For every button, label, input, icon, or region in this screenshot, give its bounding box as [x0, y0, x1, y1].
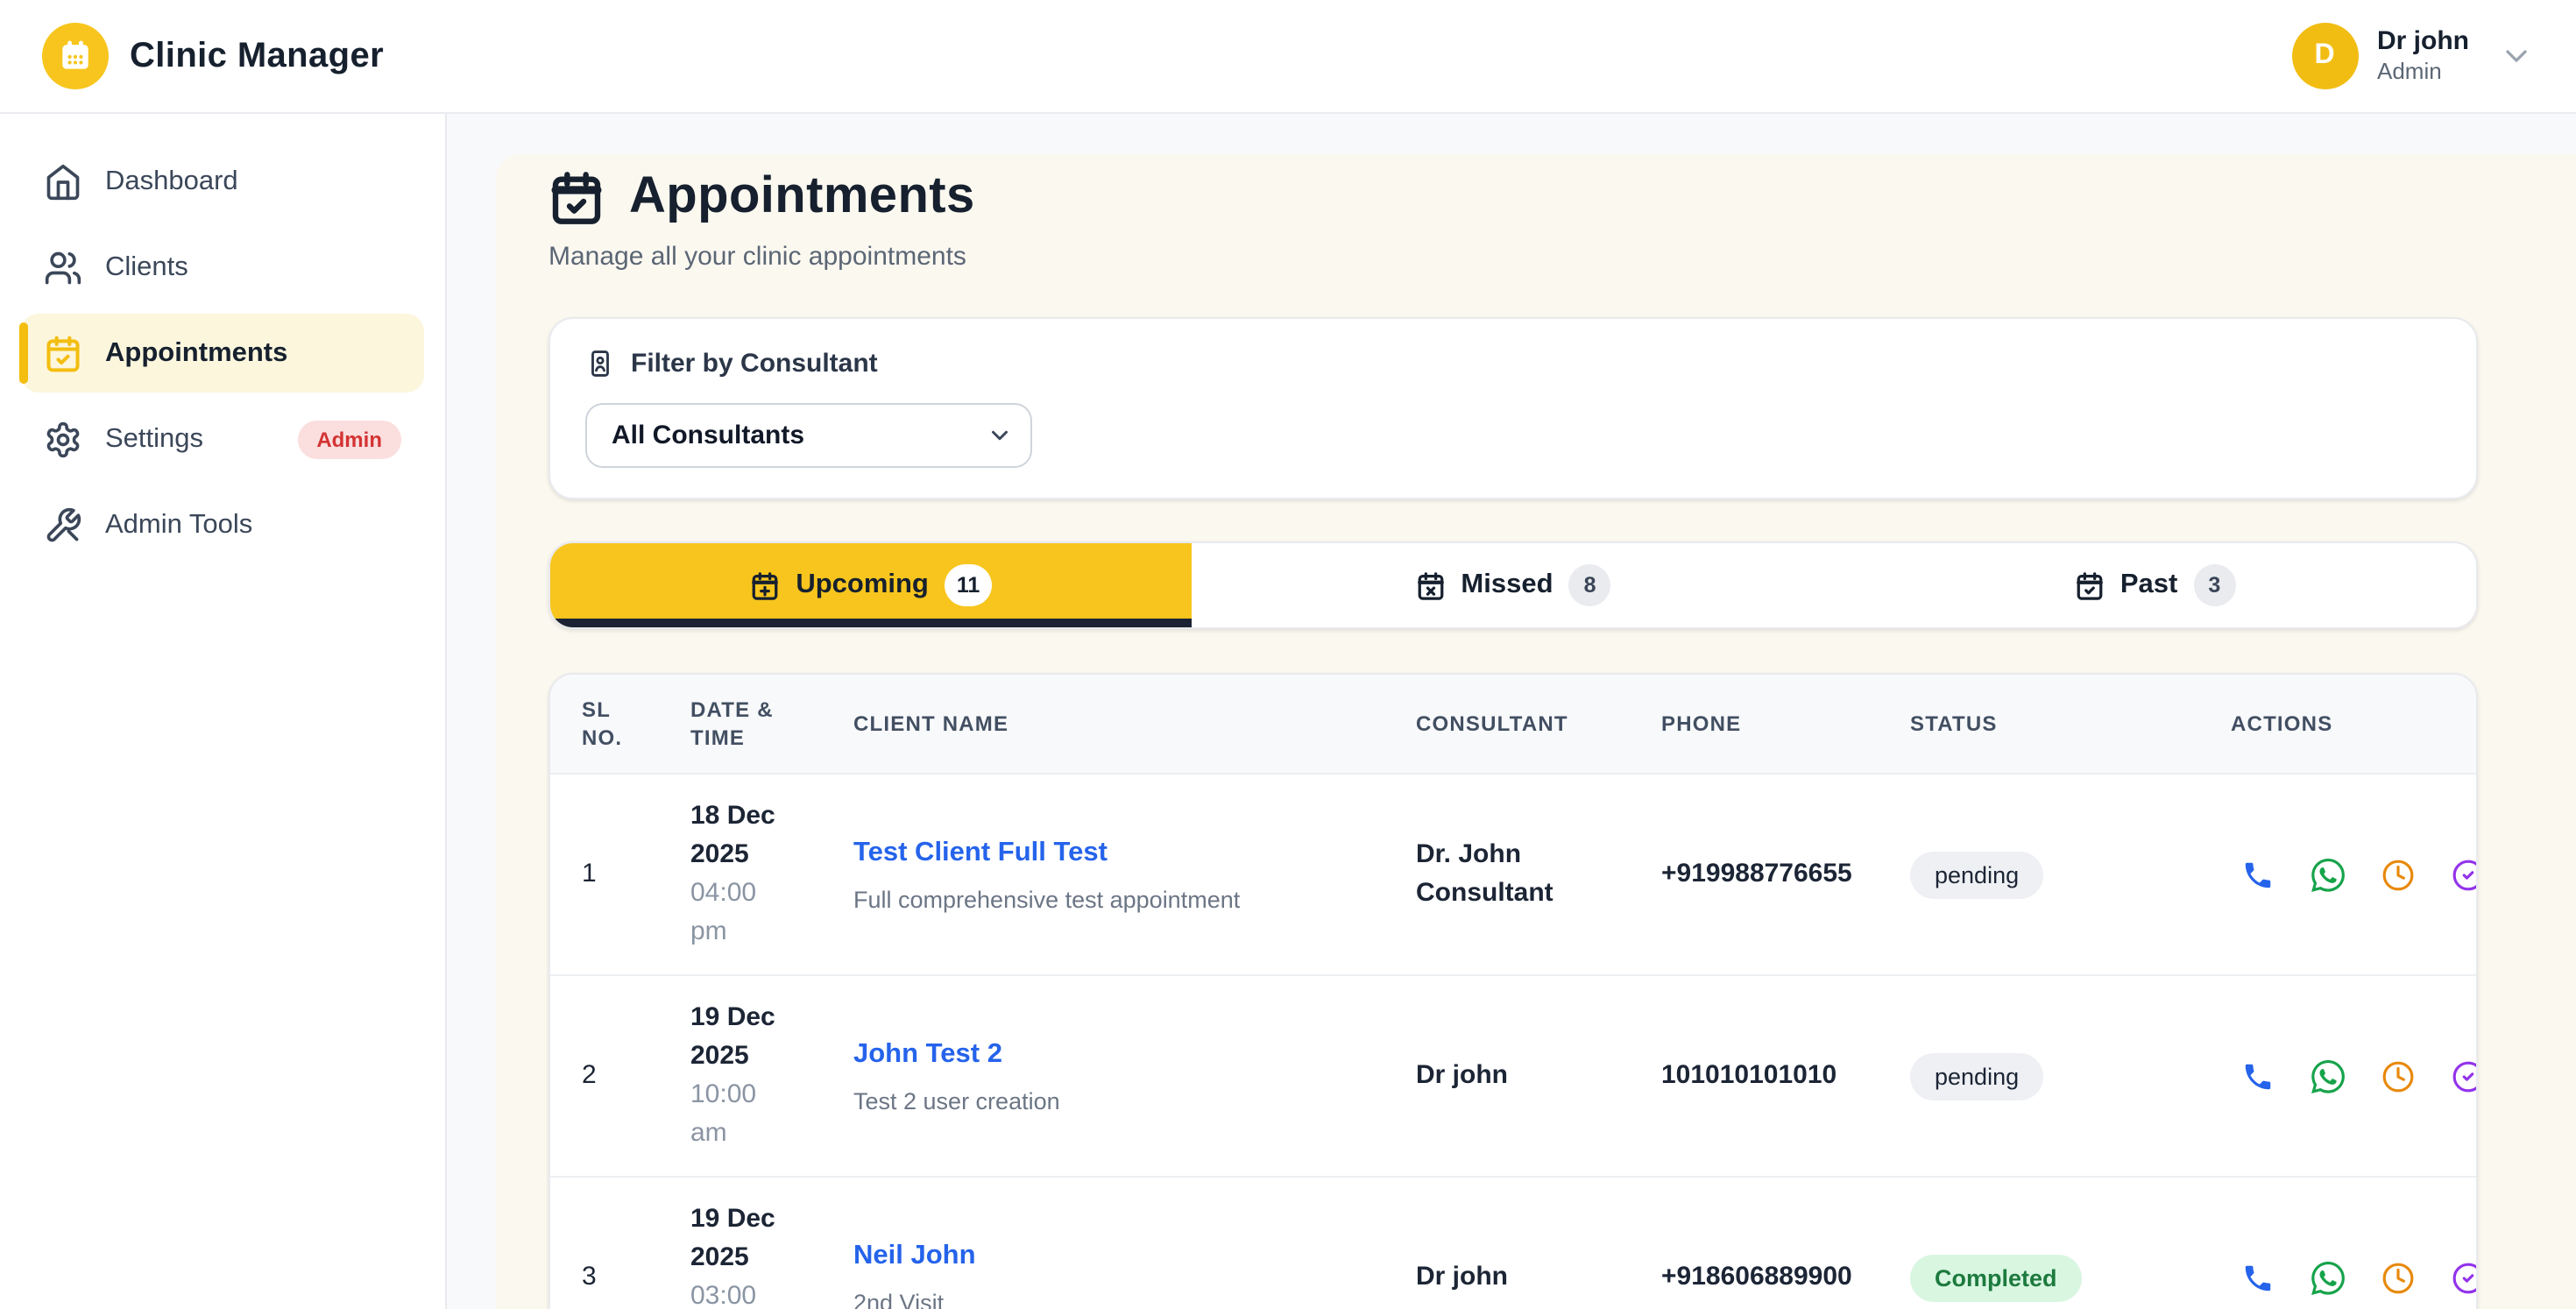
sidebar-item-clients[interactable]: Clients	[21, 228, 424, 307]
contact-badge-icon	[585, 349, 615, 379]
page-title: Appointments	[629, 168, 975, 224]
calendar-plus-icon	[750, 570, 780, 600]
app-logo[interactable]: Clinic Manager	[42, 23, 384, 89]
chevron-down-icon	[2499, 39, 2534, 74]
status-badge: pending	[1910, 1052, 2044, 1100]
client-phone: +919988776655	[1661, 859, 1852, 888]
column-header: ACTIONS	[2231, 711, 2333, 736]
page-subtitle: Manage all your clinic appointments	[548, 242, 966, 272]
appointment-time: 03:00 pm	[690, 1281, 757, 1309]
tab-missed[interactable]: Missed 8	[1192, 543, 1835, 627]
client-name-link[interactable]: John Test 2	[853, 1039, 1002, 1069]
consultant-name: Dr john	[1416, 1060, 1508, 1090]
sidebar-item-label: Dashboard	[105, 166, 238, 195]
sidebar-item-admin-tools[interactable]: Admin Tools	[21, 485, 424, 564]
row-serial: 3	[582, 1262, 597, 1291]
calendar-check-icon	[2075, 570, 2105, 600]
tab-past[interactable]: Past 3	[1834, 543, 2476, 627]
check-circle-button[interactable]	[2452, 858, 2476, 891]
page-title-row: Appointments	[548, 168, 2478, 226]
check-circle-button[interactable]	[2452, 1261, 2476, 1294]
table-header-row: SL NO. DATE & TIME CLIENT NAME CONSULTAN…	[550, 675, 2476, 775]
sidebar-item-settings[interactable]: Settings Admin	[21, 400, 424, 478]
call-button[interactable]	[2241, 858, 2275, 891]
gear-icon	[44, 420, 82, 458]
client-phone: +918606889900	[1661, 1262, 1852, 1291]
calendar-check-icon	[548, 169, 605, 225]
call-button[interactable]	[2241, 1261, 2275, 1294]
clock-button[interactable]	[2381, 858, 2415, 891]
user-name: Dr john	[2377, 26, 2469, 56]
row-serial: 2	[582, 1060, 597, 1090]
calendar-check-icon	[44, 334, 82, 372]
tools-icon	[44, 506, 82, 544]
tab-count-badge: 11	[944, 564, 993, 606]
tab-label: Missed	[1461, 570, 1553, 599]
appointment-tabs: Upcoming 11 Missed 8 Past 3	[548, 541, 2478, 629]
sidebar-item-label: Settings	[105, 423, 204, 453]
appointments-table: SL NO. DATE & TIME CLIENT NAME CONSULTAN…	[548, 673, 2478, 1309]
filter-card: Filter by Consultant All Consultants	[548, 317, 2478, 499]
calendar-x-icon	[1415, 570, 1445, 600]
appointment-date: 19 Dec 2025	[690, 1002, 775, 1071]
consultant-filter-select[interactable]: All Consultants	[585, 403, 1032, 468]
status-badge: Completed	[1910, 1254, 2082, 1301]
tab-count-badge: 8	[1568, 564, 1611, 606]
tab-count-badge: 3	[2193, 564, 2236, 606]
whatsapp-button[interactable]	[2311, 1261, 2345, 1294]
appointment-time: 10:00 am	[690, 1079, 757, 1148]
column-header: CLIENT NAME	[853, 711, 1009, 736]
sidebar-item-label: Clients	[105, 251, 188, 281]
call-button[interactable]	[2241, 1059, 2275, 1093]
appointment-note: Full comprehensive test appointment	[853, 887, 1241, 913]
appointment-date: 18 Dec 2025	[690, 801, 775, 869]
sidebar-item-label: Admin Tools	[105, 509, 253, 539]
status-badge: pending	[1910, 851, 2044, 898]
tab-label: Upcoming	[796, 570, 929, 599]
column-header: DATE & TIME	[690, 697, 774, 750]
main-content: Appointments Manage all your clinic appo…	[496, 154, 2576, 1309]
whatsapp-button[interactable]	[2311, 1059, 2345, 1093]
sidebar-item-appointments[interactable]: Appointments	[19, 314, 424, 393]
avatar: D	[2291, 23, 2358, 89]
appointment-note: 2nd Visit	[853, 1290, 945, 1309]
column-header: STATUS	[1910, 711, 1998, 736]
appointment-date: 19 Dec 2025	[690, 1204, 775, 1272]
client-name-link[interactable]: Test Client Full Test	[853, 838, 1108, 867]
check-circle-button[interactable]	[2452, 1059, 2476, 1093]
table-row: 2 19 Dec 2025 10:00 am John Test 2 Test …	[550, 976, 2476, 1178]
tab-upcoming[interactable]: Upcoming 11	[550, 543, 1193, 627]
top-header: Clinic Manager D Dr john Admin	[0, 0, 2576, 114]
column-header: CONSULTANT	[1416, 711, 1568, 736]
client-name-link[interactable]: Neil John	[853, 1241, 976, 1270]
consultant-name: Dr john	[1416, 1262, 1508, 1291]
client-phone: 101010101010	[1661, 1060, 1837, 1090]
consultant-name: Dr. John Consultant	[1416, 839, 1553, 908]
calendar-icon	[42, 23, 109, 89]
sidebar-item-dashboard[interactable]: Dashboard	[21, 142, 424, 221]
users-icon	[44, 248, 82, 287]
table-row: 3 19 Dec 2025 03:00 pm Neil John 2nd Vis…	[550, 1178, 2476, 1309]
home-icon	[44, 162, 82, 201]
sidebar-item-label: Appointments	[105, 337, 288, 367]
row-serial: 1	[582, 859, 597, 888]
app-title: Clinic Manager	[130, 36, 385, 74]
column-header: SL NO.	[582, 697, 623, 750]
sidebar: Dashboard Clients Appointments Settings …	[0, 114, 447, 1309]
column-header: PHONE	[1661, 711, 1742, 736]
appointment-note: Test 2 user creation	[853, 1088, 1060, 1114]
admin-badge: Admin	[297, 420, 401, 458]
filter-label: Filter by Consultant	[631, 349, 878, 379]
appointment-time: 04:00 pm	[690, 878, 757, 946]
clock-button[interactable]	[2381, 1059, 2415, 1093]
user-menu[interactable]: D Dr john Admin	[2291, 23, 2534, 89]
whatsapp-button[interactable]	[2311, 858, 2345, 891]
user-role: Admin	[2377, 58, 2442, 84]
clock-button[interactable]	[2381, 1261, 2415, 1294]
table-row: 1 18 Dec 2025 04:00 pm Test Client Full …	[550, 775, 2476, 976]
tab-label: Past	[2120, 570, 2178, 599]
